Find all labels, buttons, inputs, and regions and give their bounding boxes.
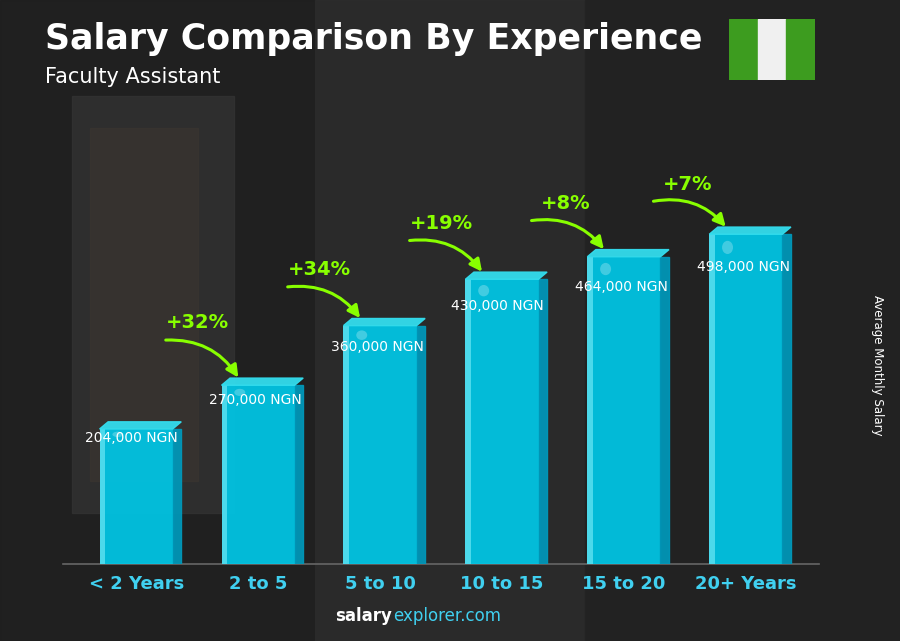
Bar [758, 19, 786, 80]
Bar [100, 429, 105, 564]
Bar [0, 0, 315, 641]
Text: +8%: +8% [541, 194, 590, 213]
Text: Average Monthly Salary: Average Monthly Salary [871, 295, 884, 436]
Bar [465, 279, 472, 564]
Text: 430,000 NGN: 430,000 NGN [451, 299, 544, 313]
Bar [786, 19, 815, 80]
Polygon shape [588, 249, 669, 257]
Ellipse shape [600, 263, 611, 275]
FancyBboxPatch shape [100, 429, 173, 564]
Bar [729, 19, 758, 80]
Text: Faculty Assistant: Faculty Assistant [45, 67, 220, 87]
Text: +32%: +32% [166, 313, 229, 332]
FancyBboxPatch shape [709, 234, 782, 564]
Polygon shape [100, 422, 181, 429]
Polygon shape [709, 227, 791, 234]
Text: explorer.com: explorer.com [393, 607, 501, 625]
Ellipse shape [356, 330, 367, 340]
Text: 360,000 NGN: 360,000 NGN [331, 340, 424, 354]
Bar [588, 257, 593, 564]
Bar [90, 128, 198, 481]
Text: 498,000 NGN: 498,000 NGN [698, 260, 790, 274]
Polygon shape [344, 319, 425, 326]
Bar [315, 0, 585, 641]
Polygon shape [538, 279, 547, 564]
Polygon shape [417, 326, 425, 564]
Text: 204,000 NGN: 204,000 NGN [85, 431, 177, 445]
Text: 464,000 NGN: 464,000 NGN [575, 279, 668, 294]
Text: 270,000 NGN: 270,000 NGN [210, 393, 302, 406]
Ellipse shape [112, 431, 123, 437]
Bar [709, 234, 716, 564]
Bar [585, 0, 900, 641]
Bar [221, 385, 228, 564]
Text: Salary Comparison By Experience: Salary Comparison By Experience [45, 22, 702, 56]
Bar [344, 326, 349, 564]
Polygon shape [782, 234, 791, 564]
FancyBboxPatch shape [221, 385, 294, 564]
Ellipse shape [478, 285, 490, 296]
Text: salary: salary [335, 607, 392, 625]
FancyBboxPatch shape [465, 279, 538, 564]
Ellipse shape [234, 389, 246, 396]
Text: +34%: +34% [287, 260, 351, 279]
FancyBboxPatch shape [344, 326, 417, 564]
Polygon shape [465, 272, 547, 279]
Polygon shape [221, 378, 303, 385]
FancyBboxPatch shape [588, 257, 661, 564]
Polygon shape [661, 257, 669, 564]
Polygon shape [294, 385, 303, 564]
Ellipse shape [722, 241, 733, 254]
Bar [72, 96, 234, 513]
Text: +19%: +19% [410, 214, 472, 233]
Polygon shape [173, 429, 181, 564]
Text: +7%: +7% [662, 176, 712, 194]
